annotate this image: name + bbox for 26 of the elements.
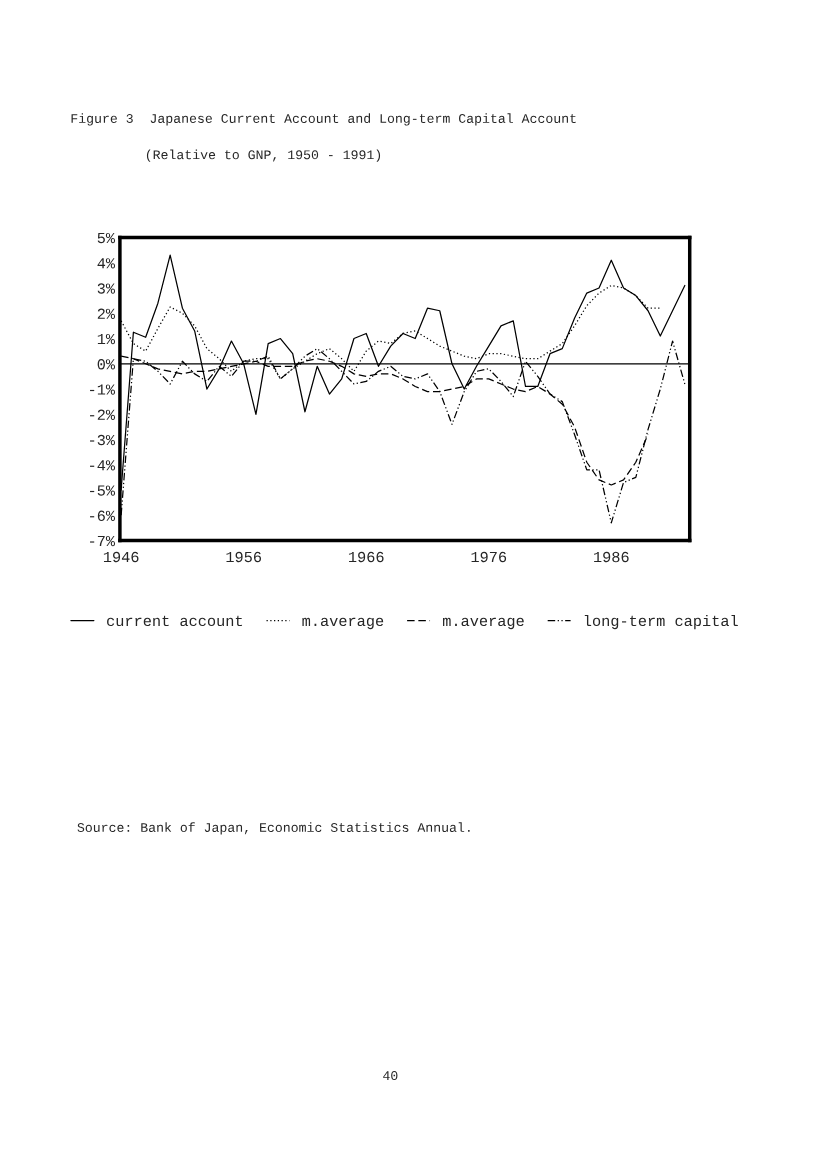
chart-subtitle: (Relative to GNP, 1950 - 1991) (146, 149, 381, 162)
y-tick-label: 4% (97, 258, 116, 269)
y-tick-label: -3% (90, 434, 116, 446)
y-tick-label: 1% (97, 333, 116, 345)
legend-label: m.average (442, 617, 524, 630)
x-tick-label: 1966 (348, 551, 384, 563)
legend-label: current account (107, 615, 243, 627)
x-tick-label: 1956 (226, 551, 262, 563)
y-tick-label: -6% (90, 510, 116, 521)
legend-label: long-term capital (584, 614, 738, 630)
x-tick-label: 1976 (471, 551, 507, 563)
x-tick-label: 1946 (103, 551, 139, 563)
y-tick-label: -2% (90, 409, 116, 420)
y-tick-label: -5% (90, 485, 116, 496)
x-tick-label: 1986 (594, 551, 629, 563)
y-tick-label: -7% (90, 535, 116, 547)
y-tick-label: -4% (90, 460, 116, 471)
text: 40 (383, 1071, 398, 1081)
y-tick-label: 3% (97, 283, 116, 294)
chart-title: Figure 3 Japanese Current Account and Long-term Capital Account (71, 113, 576, 126)
source-note: Source: Bank of Japan, Economic Statistics Annual. (77, 822, 470, 835)
legend-label: m.average (302, 617, 384, 630)
y-tick-label: 0% (97, 359, 116, 370)
y-tick-label: 2% (97, 308, 116, 319)
y-tick-label: -1% (90, 384, 116, 395)
y-tick-label: 5% (97, 232, 116, 244)
